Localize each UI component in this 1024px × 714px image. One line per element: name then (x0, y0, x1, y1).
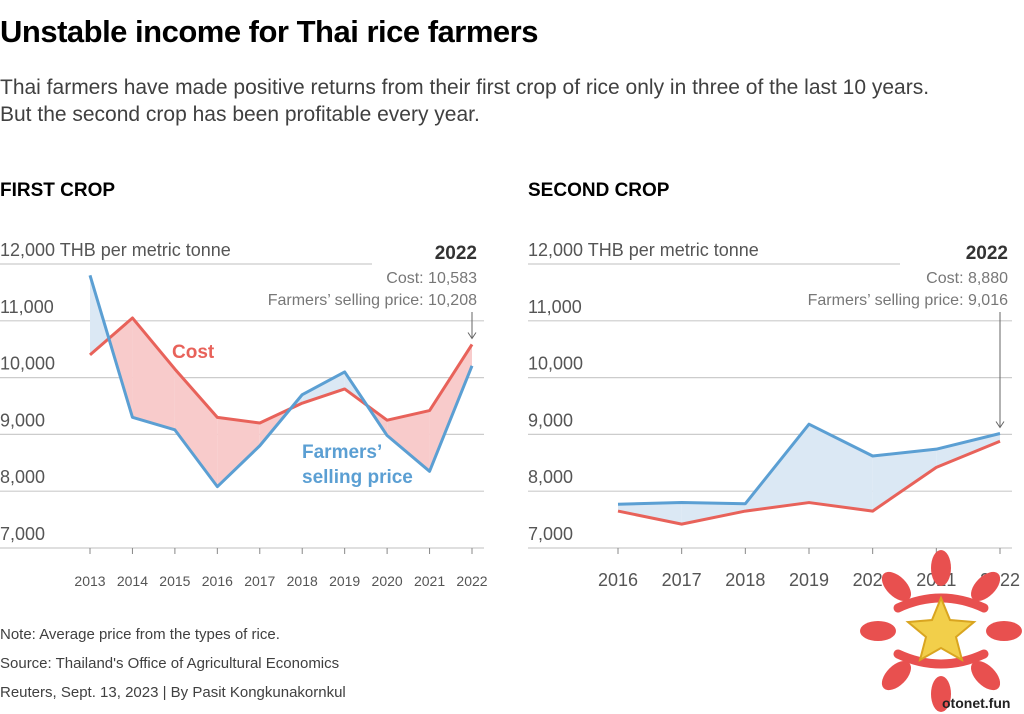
panel2-annotation-year: 2022 (966, 243, 1008, 264)
panel1-gap-fill (429, 344, 472, 472)
panel1-y-axis-label: 12,000 THB per metric tonne (0, 240, 231, 260)
logo-ring (860, 550, 1022, 712)
panel2-annotation-price: Farmers’ selling price: 9,016 (808, 292, 1008, 309)
panel2-x-tick-label: 2020 (853, 570, 893, 590)
panel2-y-tick-label: 10,000 (528, 354, 583, 374)
panel1-gap-fill (132, 317, 175, 430)
footer-source: Source: Thailand's Office of Agricultura… (0, 655, 340, 672)
panel1-arrow-head (467, 332, 477, 340)
panel2-x-tick-label: 2017 (662, 570, 702, 590)
panel2-annotation-cost: Cost: 8,880 (926, 270, 1008, 287)
panel1-gap-fill (387, 410, 430, 472)
panel2-gap-fill (618, 502, 682, 525)
panel2-x-tick-label: 2018 (725, 570, 765, 590)
subtitle-line-2: But the second crop has been profitable … (0, 103, 480, 126)
panel2-x-tick-label: 2019 (789, 570, 829, 590)
panel1-y-tick-label: 8,000 (0, 467, 45, 487)
panel2-gap-fill (681, 502, 746, 525)
panel2-y-tick-label: 8,000 (528, 467, 573, 487)
panel1-annotation-price: Farmers’ selling price: 10,208 (268, 292, 477, 309)
panel1-gap-fill (217, 417, 260, 487)
panel2-y-axis-label: 12,000 THB per metric tonne (528, 240, 759, 260)
panel2-y-tick-label: 7,000 (528, 524, 573, 544)
panel2-x-tick-label: 2016 (598, 570, 638, 590)
panel1-x-tick-label: 2013 (74, 573, 105, 589)
panel2-y-tick-label: 9,000 (528, 410, 573, 430)
panel2-cost-line (617, 439, 1001, 526)
chart-title: Unstable income for Thai rice farmers (0, 14, 538, 49)
panel2-gap-fill (872, 449, 937, 512)
panel1-x-tick-label: 2018 (287, 573, 318, 589)
panel1-gap-fill (174, 369, 218, 487)
second-crop-title: SECOND CROP (528, 180, 670, 201)
first-crop-title: FIRST CROP (0, 180, 116, 201)
panel1-annotation-cost: Cost: 10,583 (386, 270, 477, 287)
panel1-x-tick-label: 2017 (244, 573, 275, 589)
panel1-x-tick-label: 2021 (414, 573, 445, 589)
panel1-x-tick-label: 2022 (456, 573, 487, 589)
cost-series-label: Cost (172, 342, 215, 363)
panel2-price-line (617, 422, 1001, 506)
footer-note: Note: Average price from the types of ri… (0, 626, 280, 643)
watermark-text: otonet.fun (942, 695, 1010, 711)
panel1-y-tick-label: 7,000 (0, 524, 45, 544)
panel1-gap-fill (302, 371, 345, 404)
panel1-annotation-year: 2022 (435, 243, 477, 264)
panel1-y-tick-label: 11,000 (0, 297, 54, 317)
chart-subtitle: Thai farmers have made positive returns … (0, 74, 1010, 128)
panel2-gap-fill (936, 433, 1000, 468)
watermark-logo: otonet.fun (860, 550, 1022, 712)
price-series-label-line1: Farmers’ (302, 442, 382, 463)
panel1-y-tick-label: 10,000 (0, 354, 55, 374)
subtitle-line-1: Thai farmers have made positive returns … (0, 76, 930, 99)
panel1-x-tick-label: 2015 (159, 573, 190, 589)
panel1-x-tick-label: 2019 (329, 573, 360, 589)
panel2-gap-fill (809, 424, 873, 512)
panel1-x-tick-label: 2020 (372, 573, 403, 589)
panel1-y-tick-label: 9,000 (0, 410, 45, 430)
panel1-x-tick-label: 2016 (202, 573, 233, 589)
panel2-y-tick-label: 11,000 (528, 297, 582, 317)
star-icon (905, 595, 977, 663)
panel1-price-line (88, 274, 474, 489)
panel2-arrow-head (995, 421, 1005, 429)
footer-byline: Reuters, Sept. 13, 2023 | By Pasit Kongk… (0, 684, 346, 701)
panel1-cost-line (89, 316, 474, 425)
price-series-label-line2: selling price (302, 467, 413, 488)
panel1-x-tick-label: 2014 (117, 573, 148, 589)
